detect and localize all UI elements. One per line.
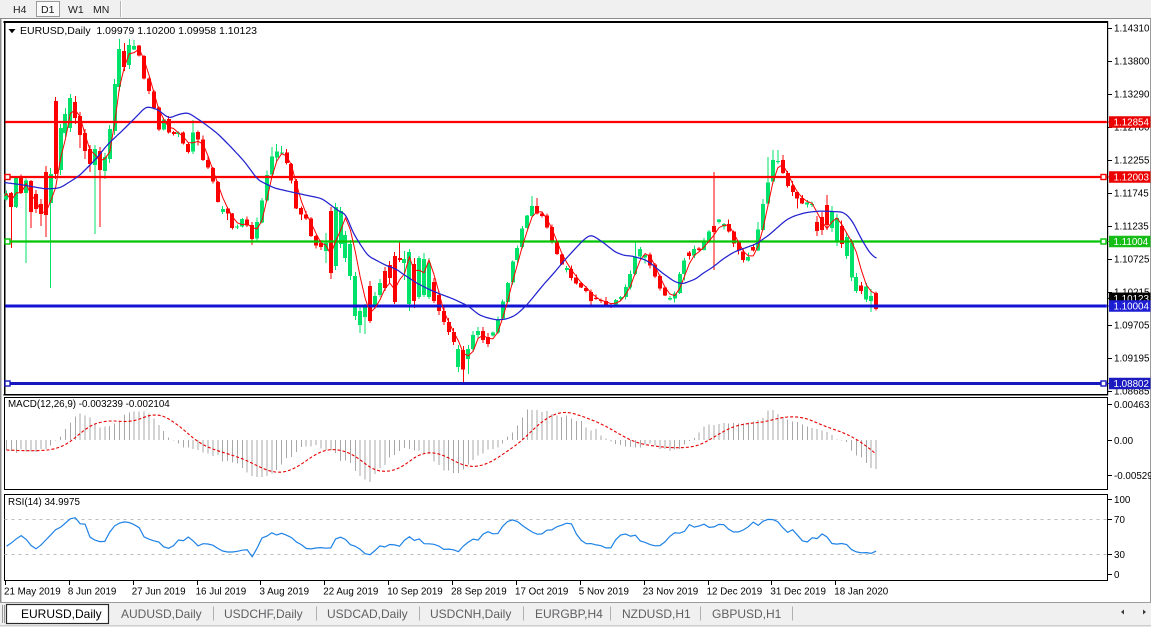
svg-text:8 Jun 2019: 8 Jun 2019 bbox=[68, 587, 116, 598]
svg-text:MACD(12,26,9) -0.003239 -0.002: MACD(12,26,9) -0.003239 -0.002104 bbox=[8, 399, 170, 410]
svg-text:30: 30 bbox=[1114, 550, 1125, 561]
svg-text:1.10004: 1.10004 bbox=[1114, 302, 1150, 313]
svg-text:1.13290: 1.13290 bbox=[1114, 89, 1150, 100]
svg-text:1.12854: 1.12854 bbox=[1114, 118, 1150, 129]
svg-text:EURUSD,Daily 1.09979 1.10200: EURUSD,Daily 1.09979 1.10200 1.09958 1.1… bbox=[20, 25, 257, 37]
svg-text:3 Aug 2019: 3 Aug 2019 bbox=[260, 587, 310, 598]
svg-text:1.10725: 1.10725 bbox=[1114, 255, 1150, 266]
svg-text:70: 70 bbox=[1114, 515, 1125, 526]
svg-text:28 Sep 2019: 28 Sep 2019 bbox=[451, 587, 507, 598]
svg-text:18 Jan 2020: 18 Jan 2020 bbox=[834, 587, 888, 598]
svg-text:5 Nov 2019: 5 Nov 2019 bbox=[579, 587, 629, 598]
svg-text:1.08685: 1.08685 bbox=[1114, 387, 1150, 398]
svg-text:1.14310: 1.14310 bbox=[1114, 23, 1150, 34]
svg-text:100: 100 bbox=[1114, 495, 1131, 506]
svg-text:1.11745: 1.11745 bbox=[1114, 189, 1149, 200]
svg-text:RSI(14) 34.9975: RSI(14) 34.9975 bbox=[8, 497, 80, 508]
svg-text:NZDUSD,H1: NZDUSD,H1 bbox=[622, 607, 691, 621]
svg-text:16 Jul 2019: 16 Jul 2019 bbox=[196, 587, 247, 598]
svg-text:0.00463: 0.00463 bbox=[1114, 400, 1150, 411]
svg-text:1.12003: 1.12003 bbox=[1114, 173, 1150, 184]
svg-text:22 Aug 2019: 22 Aug 2019 bbox=[323, 587, 378, 598]
svg-text:GBPUSD,H1: GBPUSD,H1 bbox=[712, 607, 782, 621]
svg-text:23 Nov 2019: 23 Nov 2019 bbox=[643, 587, 699, 598]
svg-text:EURUSD,Daily: EURUSD,Daily bbox=[21, 607, 102, 621]
svg-text:USDCNH,Daily: USDCNH,Daily bbox=[430, 607, 511, 621]
svg-text:-0.005299: -0.005299 bbox=[1114, 471, 1151, 482]
svg-text:1.10123: 1.10123 bbox=[1114, 294, 1150, 305]
svg-text:1.09705: 1.09705 bbox=[1114, 321, 1150, 332]
svg-text:USDCHF,Daily: USDCHF,Daily bbox=[224, 607, 303, 621]
svg-text:1.13800: 1.13800 bbox=[1114, 56, 1150, 67]
svg-text:1.11235: 1.11235 bbox=[1114, 222, 1149, 233]
svg-text:1.09195: 1.09195 bbox=[1114, 354, 1150, 365]
svg-text:W1: W1 bbox=[68, 4, 84, 16]
svg-text:D1: D1 bbox=[41, 4, 55, 16]
svg-text:AUDUSD,Daily: AUDUSD,Daily bbox=[121, 607, 202, 621]
svg-text:1.11004: 1.11004 bbox=[1114, 237, 1149, 248]
svg-text:MN: MN bbox=[93, 4, 109, 16]
svg-text:1.12255: 1.12255 bbox=[1114, 156, 1150, 167]
svg-text:0: 0 bbox=[1114, 570, 1120, 581]
svg-text:1.08802: 1.08802 bbox=[1114, 379, 1149, 390]
svg-text:21 May 2019: 21 May 2019 bbox=[4, 587, 61, 598]
svg-text:EURGBP,H4: EURGBP,H4 bbox=[535, 607, 603, 621]
svg-text:12 Dec 2019: 12 Dec 2019 bbox=[707, 587, 763, 598]
svg-text:10 Sep 2019: 10 Sep 2019 bbox=[387, 587, 443, 598]
svg-text:31 Dec 2019: 31 Dec 2019 bbox=[770, 587, 826, 598]
svg-text:1.12780: 1.12780 bbox=[1114, 123, 1150, 134]
svg-text:27 Jun 2019: 27 Jun 2019 bbox=[132, 587, 186, 598]
svg-text:0.00: 0.00 bbox=[1114, 436, 1134, 447]
svg-text:H4: H4 bbox=[13, 4, 27, 16]
svg-text:17 Oct 2019: 17 Oct 2019 bbox=[515, 587, 568, 598]
svg-text:USDCAD,Daily: USDCAD,Daily bbox=[327, 607, 408, 621]
